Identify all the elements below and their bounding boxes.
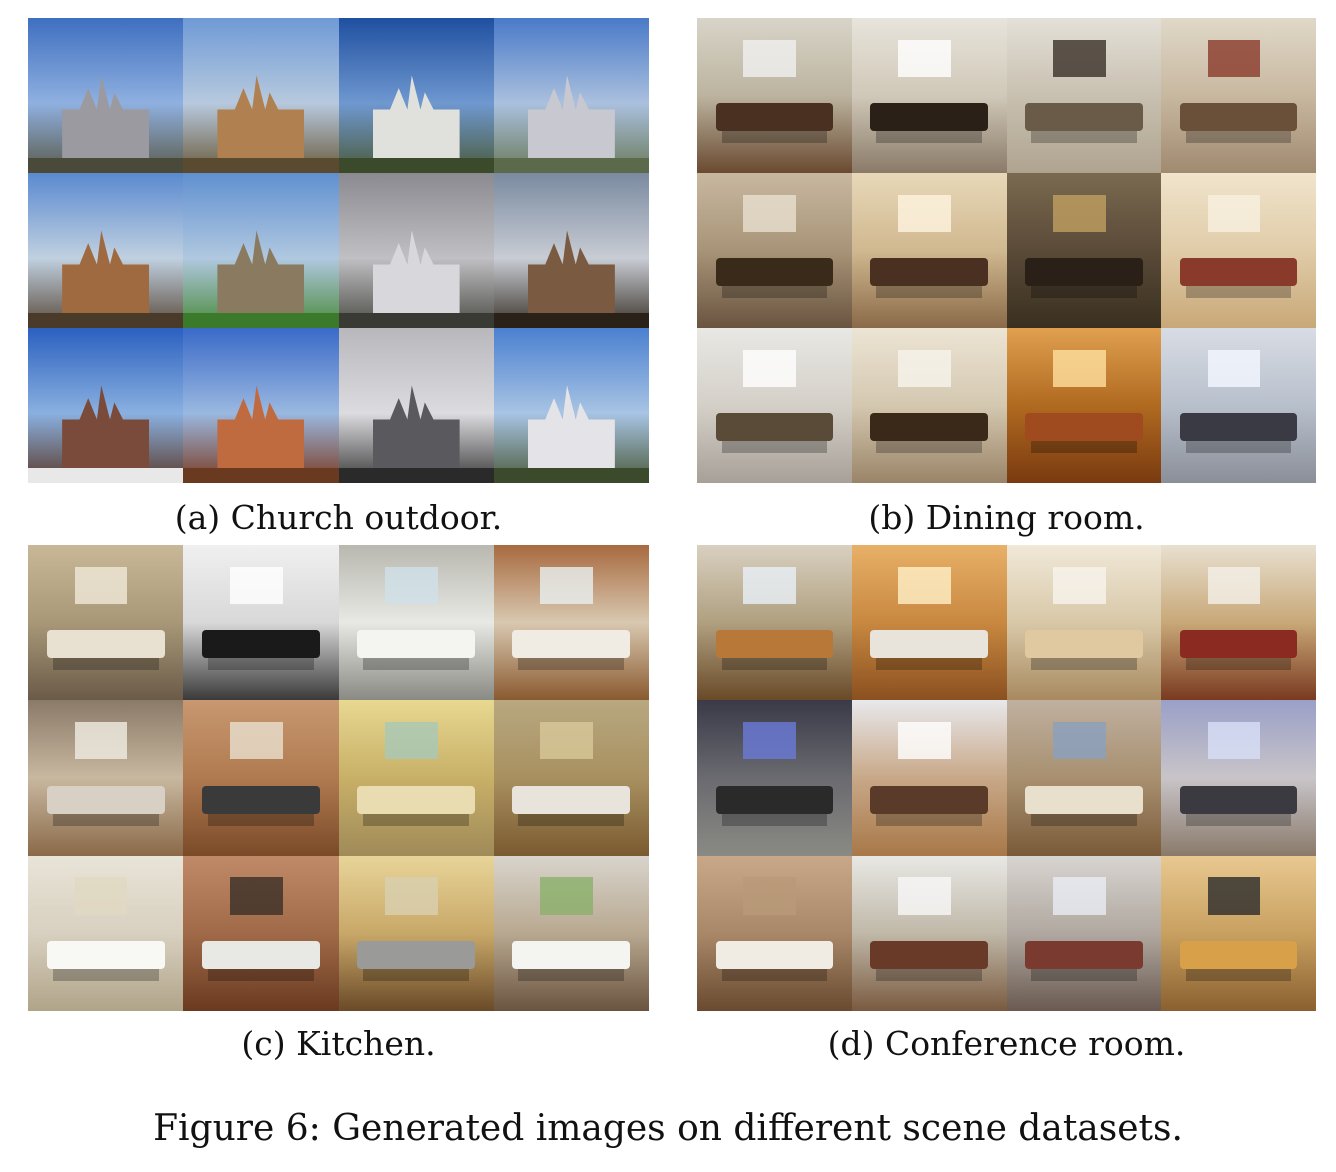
generated-image <box>28 545 184 701</box>
generated-image <box>338 173 494 328</box>
generated-image <box>1006 173 1162 328</box>
generated-image <box>697 855 852 1011</box>
generated-image <box>1161 328 1316 483</box>
caption-church-outdoor: (a) Church outdoor. <box>174 498 503 537</box>
caption-conference-room: (d) Conference room. <box>827 1024 1186 1063</box>
generated-image <box>851 18 1007 173</box>
generated-image <box>183 18 339 173</box>
generated-image <box>183 328 339 483</box>
generated-image <box>851 328 1007 483</box>
caption-dining-room: (b) Dining room. <box>868 498 1145 537</box>
generated-image <box>697 545 852 701</box>
generated-image <box>1006 700 1162 856</box>
generated-image <box>338 855 494 1011</box>
generated-image <box>183 855 339 1011</box>
generated-image <box>493 18 649 173</box>
generated-image <box>1006 545 1162 701</box>
generated-image <box>183 173 339 328</box>
generated-image <box>28 173 184 328</box>
generated-image <box>697 328 852 483</box>
image-grid-conference <box>697 545 1316 1011</box>
generated-image <box>697 18 852 173</box>
generated-image <box>338 328 494 483</box>
generated-image <box>1161 18 1316 173</box>
image-grid-church <box>28 18 649 483</box>
generated-image <box>851 855 1007 1011</box>
generated-image <box>1161 173 1316 328</box>
generated-image <box>493 700 649 856</box>
generated-image <box>493 173 649 328</box>
generated-image <box>28 328 184 483</box>
generated-image <box>183 700 339 856</box>
image-grid-kitchen <box>28 545 649 1011</box>
generated-image <box>493 545 649 701</box>
generated-image <box>493 328 649 483</box>
generated-image <box>1161 545 1316 701</box>
generated-image <box>183 545 339 701</box>
generated-image <box>28 855 184 1011</box>
figure-caption: Figure 6: Generated images on different … <box>153 1108 1183 1149</box>
generated-image <box>851 173 1007 328</box>
generated-image <box>1161 855 1316 1011</box>
generated-image <box>493 855 649 1011</box>
image-grid-dining <box>697 18 1316 483</box>
generated-image <box>851 700 1007 856</box>
generated-image <box>338 700 494 856</box>
generated-image <box>697 700 852 856</box>
generated-image <box>851 545 1007 701</box>
generated-image <box>697 173 852 328</box>
caption-kitchen: (c) Kitchen. <box>241 1024 436 1063</box>
generated-image <box>338 18 494 173</box>
generated-image <box>1161 700 1316 856</box>
generated-image <box>1006 328 1162 483</box>
generated-image <box>338 545 494 701</box>
generated-image <box>1006 855 1162 1011</box>
generated-image <box>1006 18 1162 173</box>
generated-image <box>28 18 184 173</box>
generated-image <box>28 700 184 856</box>
